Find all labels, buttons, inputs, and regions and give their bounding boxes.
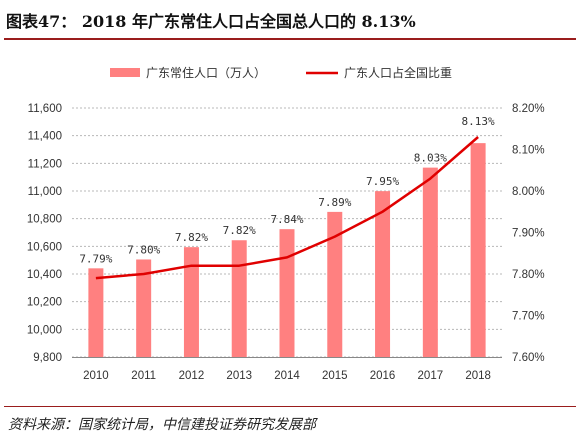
left-tick-label: 9,800: [33, 352, 62, 364]
right-tick-label: 7.80%: [512, 269, 545, 281]
x-tick-label: 2013: [226, 370, 252, 382]
bar-2011: [136, 259, 152, 357]
bar-2016: [375, 191, 391, 357]
right-tick-label: 8.10%: [512, 145, 545, 157]
bar-2014: [279, 229, 295, 357]
combo-chart: 广东常住人口（万人） 广东人口占全国比重 7.79% 7.80% 7.82% 7.82%…: [27, 65, 545, 382]
share-label-2014: 7.84%: [270, 213, 303, 226]
left-tick-label: 11,000: [28, 186, 62, 198]
left-tick-label: 11,400: [28, 131, 62, 143]
chart-title: 图表47： 2018 年广东常住人口占全国总人口的 8.13%: [6, 12, 416, 31]
x-tick-label: 2012: [179, 370, 205, 382]
left-tick-label: 10,200: [27, 297, 62, 309]
share-label-2010: 7.79%: [79, 252, 112, 265]
share-label-2016: 7.95%: [366, 175, 399, 188]
share-label-2011: 7.80%: [127, 243, 160, 256]
legend-line-label: 广东人口占全国比重: [344, 65, 452, 80]
bar-2012: [183, 247, 199, 357]
share-line: [95, 136, 479, 280]
share-label-2012: 7.82%: [175, 231, 208, 244]
x-tick-label: 2010: [83, 370, 109, 382]
left-tick-label: 10,600: [27, 241, 62, 253]
x-tick-label: 2014: [274, 370, 300, 382]
bar-2013: [231, 240, 247, 357]
left-tick-label: 10,000: [27, 324, 62, 336]
right-tick-label: 7.90%: [512, 228, 545, 240]
legend-bar-label: 广东常住人口（万人）: [146, 66, 266, 80]
right-tick-label: 8.00%: [512, 186, 545, 198]
left-tick-label: 11,600: [28, 103, 62, 115]
share-data-labels: 7.79% 7.80% 7.82% 7.82% 7.84% 7.89% 7.95% 8.03%…: [79, 115, 495, 265]
left-tick-label: 10,800: [27, 214, 62, 226]
legend: 广东常住人口（万人） 广东人口占全国比重: [110, 65, 452, 80]
share-label-2018: 8.13%: [462, 115, 495, 128]
share-label-2013: 7.82%: [223, 224, 256, 237]
right-tick-label: 7.70%: [512, 311, 545, 323]
bar-2017: [422, 167, 438, 357]
bar-2010: [88, 268, 104, 357]
right-tick-label: 8.20%: [512, 103, 545, 115]
population-bars: [88, 143, 486, 357]
right-tick-label: 7.60%: [512, 352, 545, 364]
legend-bar-swatch: [110, 68, 140, 77]
source-rule: [4, 406, 576, 407]
bar-2018: [470, 143, 486, 357]
x-tick-label: 2015: [322, 370, 348, 382]
x-tick-label: 2016: [370, 370, 396, 382]
x-tick-label: 2017: [418, 370, 444, 382]
share-series-line: [95, 136, 479, 280]
source-note: 资料来源：国家统计局，中信建投证券研究发展部: [8, 417, 316, 433]
x-tick-label: 2011: [131, 370, 156, 382]
left-axis-ticks: 9,800 10,000 10,200 10,400 10,600 10,800 11,00…: [27, 103, 62, 364]
share-label-2017: 8.03%: [414, 152, 447, 165]
x-axis-ticks: 2010 2011 2012 2013 2014 2015 2016 2017 2018: [72, 357, 502, 382]
right-axis-ticks: 7.60% 7.70% 7.80% 7.90% 8.00% 8.10% 8.20%: [512, 103, 545, 364]
share-label-2015: 7.89%: [318, 196, 351, 209]
left-tick-label: 10,400: [27, 269, 62, 281]
x-tick-label: 2018: [465, 370, 491, 382]
left-tick-label: 11,200: [28, 158, 62, 170]
title-rule: [4, 38, 576, 40]
bar-2015: [327, 211, 343, 357]
